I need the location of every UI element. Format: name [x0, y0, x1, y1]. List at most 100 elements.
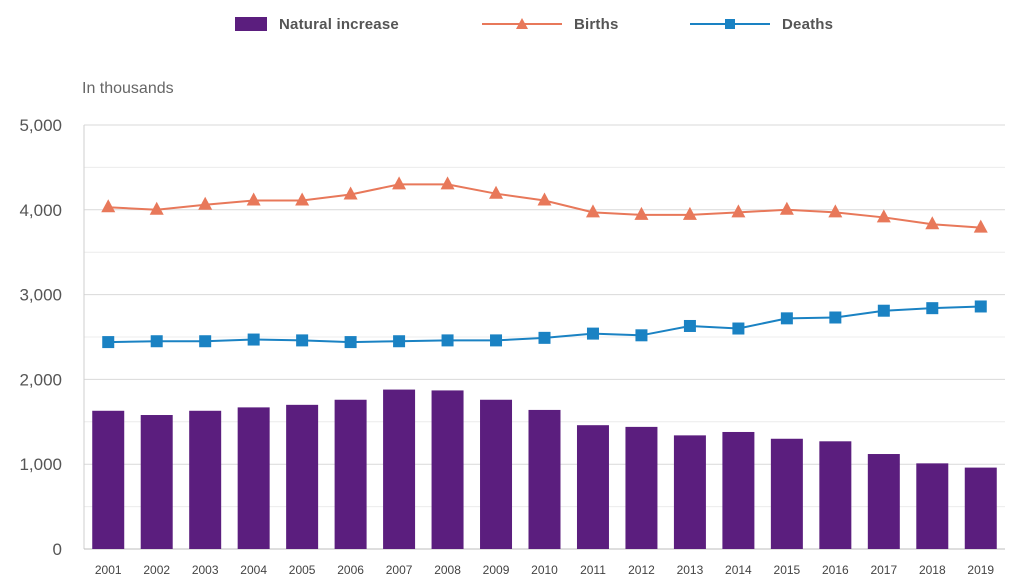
point-births	[876, 209, 891, 223]
x-tick-label: 2003	[192, 563, 219, 577]
point-deaths	[635, 329, 648, 342]
point-deaths	[829, 311, 842, 324]
point-births	[828, 204, 843, 218]
point-deaths	[393, 335, 406, 348]
point-births	[537, 192, 552, 206]
point-births	[246, 192, 261, 206]
x-tick-label: 2010	[531, 563, 558, 577]
legend-swatch-deaths	[690, 17, 770, 31]
bar-natural-increase	[819, 441, 852, 549]
bar-natural-increase	[625, 426, 658, 549]
bar-natural-increase	[334, 399, 367, 549]
point-deaths	[441, 334, 454, 347]
point-births	[779, 201, 794, 215]
point-deaths	[538, 331, 551, 344]
bar-natural-increase	[237, 407, 270, 549]
x-tick-label: 2017	[870, 563, 897, 577]
square-marker-icon	[725, 19, 735, 29]
point-deaths	[926, 302, 939, 315]
x-tick-label: 2014	[725, 563, 752, 577]
point-births	[198, 196, 213, 210]
x-tick-label: 2015	[774, 563, 801, 577]
y-tick-label: 4,000	[19, 201, 62, 220]
x-tick-label: 2007	[386, 563, 413, 577]
bar-natural-increase	[431, 390, 464, 549]
legend-item-births: Births	[482, 10, 619, 38]
legend-label-deaths: Deaths	[782, 15, 834, 33]
x-axis-ticks: 2001 2002 2003 2004 2005 2006 2007 2008 2009 2010…	[95, 563, 995, 577]
x-tick-label: 2006	[337, 563, 364, 577]
bar-natural-increase	[576, 425, 609, 549]
x-tick-label: 2019	[967, 563, 994, 577]
legend-label-births: Births	[574, 15, 619, 33]
legend-swatch-births	[482, 17, 562, 31]
x-tick-label: 2011	[580, 563, 606, 577]
series-deaths	[102, 300, 987, 349]
x-tick-label: 2013	[677, 563, 704, 577]
y-tick-label: 2,000	[19, 370, 62, 389]
point-births	[295, 192, 310, 206]
point-births	[149, 201, 164, 215]
bar-natural-increase	[92, 410, 125, 549]
bar-natural-increase	[480, 399, 513, 549]
point-deaths	[877, 304, 890, 317]
x-tick-label: 2008	[434, 563, 461, 577]
point-births	[634, 206, 649, 220]
legend-swatch-natural-increase	[235, 17, 267, 31]
legend-label-natural-increase: Natural increase	[279, 15, 399, 33]
point-deaths	[150, 335, 163, 348]
bar-natural-increase	[528, 409, 561, 549]
bars-natural-increase	[92, 389, 997, 549]
point-deaths	[102, 336, 115, 349]
bar-natural-increase	[916, 463, 949, 549]
y-tick-label: 3,000	[19, 286, 62, 305]
point-births	[682, 206, 697, 220]
bar-natural-increase	[383, 389, 416, 549]
point-deaths	[974, 300, 987, 313]
point-births	[440, 176, 455, 190]
legend-item-natural-increase: Natural increase	[235, 10, 399, 38]
bar-natural-increase	[867, 454, 900, 549]
bar-natural-increase	[964, 467, 997, 549]
bar-natural-increase	[189, 410, 222, 549]
line-births	[108, 183, 981, 229]
x-tick-label: 2016	[822, 563, 849, 577]
point-deaths	[344, 336, 357, 349]
x-tick-label: 2009	[483, 563, 510, 577]
point-deaths	[199, 335, 212, 348]
bar-natural-increase	[140, 415, 173, 549]
x-tick-label: 2002	[143, 563, 170, 577]
triangle-marker-icon	[516, 18, 528, 29]
point-births	[973, 219, 988, 233]
y-tick-label: 1,000	[19, 455, 62, 474]
point-deaths	[683, 319, 696, 332]
bar-natural-increase	[286, 404, 319, 549]
y-axis-unit-label: In thousands	[82, 80, 174, 97]
series-births	[101, 176, 988, 233]
point-births	[101, 199, 116, 213]
point-deaths	[296, 334, 309, 347]
point-births	[489, 185, 504, 199]
point-births	[585, 204, 600, 218]
legend: Natural increase Births Deaths	[0, 10, 1013, 38]
point-births	[343, 186, 358, 200]
y-axis-ticks: 0 1,000 2,000 3,000 4,000 5,000	[19, 116, 62, 559]
point-deaths	[780, 312, 793, 325]
point-deaths	[490, 334, 503, 347]
point-deaths	[247, 333, 260, 346]
point-deaths	[586, 327, 599, 340]
point-births	[731, 204, 746, 218]
x-tick-label: 2012	[628, 563, 655, 577]
bar-natural-increase	[722, 431, 755, 549]
bar-natural-increase	[770, 438, 803, 549]
x-tick-label: 2018	[919, 563, 946, 577]
point-births	[392, 176, 407, 190]
bar-natural-increase	[673, 435, 706, 549]
point-births	[925, 216, 940, 230]
x-tick-label: 2001	[95, 563, 122, 577]
y-tick-label: 0	[53, 540, 62, 559]
x-tick-label: 2004	[240, 563, 267, 577]
x-tick-label: 2005	[289, 563, 316, 577]
legend-item-deaths: Deaths	[690, 10, 833, 38]
